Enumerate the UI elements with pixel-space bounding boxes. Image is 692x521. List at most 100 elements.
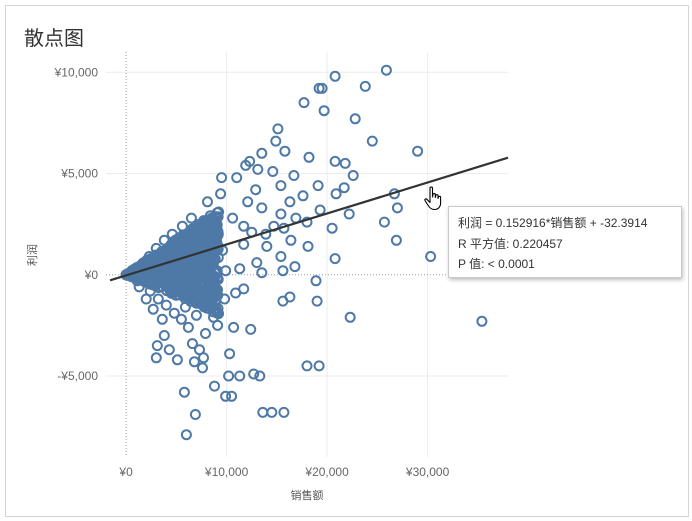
data-point (181, 230, 193, 242)
data-point (185, 291, 197, 303)
data-point (256, 267, 268, 279)
data-point (252, 163, 264, 175)
data-point (275, 180, 287, 192)
data-point (224, 348, 236, 360)
data-point (209, 285, 221, 297)
x-tick-label: ¥0 (118, 465, 133, 479)
data-point (188, 356, 200, 368)
data-point (318, 105, 330, 117)
data-point (285, 234, 297, 246)
data-point (220, 265, 232, 277)
data-point (197, 362, 208, 374)
data-point (228, 321, 240, 333)
data-point (190, 309, 202, 321)
data-point (194, 220, 205, 232)
data-point (329, 253, 341, 265)
data-point (277, 295, 289, 307)
data-point (254, 370, 266, 382)
data-point (301, 360, 313, 372)
data-point (329, 155, 341, 167)
y-tick-label: ¥0 (84, 268, 99, 282)
data-point (312, 180, 324, 192)
data-point (256, 202, 268, 214)
data-point (338, 182, 350, 194)
data-point (171, 354, 183, 366)
data-point (223, 370, 235, 382)
data-point (143, 251, 155, 262)
data-point (412, 145, 424, 157)
data-point (256, 147, 268, 159)
data-point (198, 352, 209, 364)
data-point (310, 275, 322, 287)
trend-line[interactable] (109, 156, 509, 282)
data-point (220, 390, 232, 402)
grid-lines (106, 52, 508, 457)
chart-title: 散点图 (24, 26, 84, 50)
data-point (267, 166, 279, 177)
data-point (288, 170, 300, 181)
data-point (183, 263, 195, 275)
data-point (234, 263, 246, 275)
tooltip-equation: 利润 = 0.152916*销售额 + -32.3914 (458, 216, 648, 230)
data-point (213, 206, 225, 218)
data-point (175, 313, 187, 325)
data-point (297, 190, 309, 202)
x-tick-label: ¥30,000 (405, 465, 450, 479)
data-point (298, 97, 310, 109)
data-point (272, 123, 284, 135)
y-tick-label: -¥5,000 (57, 369, 98, 383)
data-point (311, 295, 323, 307)
data-point (170, 284, 182, 296)
data-point (150, 352, 162, 364)
data-point (343, 208, 355, 220)
data-point (135, 265, 147, 277)
data-point (378, 216, 390, 228)
data-point (238, 220, 250, 232)
data-point (245, 323, 257, 335)
data-point (182, 321, 194, 333)
data-point (234, 370, 246, 382)
data-point (251, 257, 263, 269)
data-point (316, 82, 328, 94)
data-point (289, 261, 301, 273)
data-point (176, 220, 188, 232)
data-point (366, 135, 378, 147)
data-point (212, 319, 224, 331)
data-point (189, 409, 201, 420)
data-point (195, 279, 206, 291)
data-point (147, 303, 159, 315)
data-point (275, 251, 287, 262)
data-point (185, 212, 197, 224)
data-point (168, 277, 180, 289)
data-point (162, 275, 174, 287)
data-point (391, 202, 403, 214)
data-point (152, 293, 164, 305)
hand-pointer-icon (424, 186, 442, 211)
data-point (158, 234, 170, 246)
data-point (359, 80, 371, 92)
data-point (186, 338, 198, 350)
data-point (339, 157, 351, 169)
data-point (199, 269, 211, 281)
data-point (180, 429, 192, 441)
tooltip-r-squared: R 平方值: 0.220457 (458, 236, 563, 251)
data-point (476, 315, 488, 327)
data-point (209, 227, 221, 239)
data-point (330, 188, 342, 200)
data-point (425, 251, 437, 262)
data-point (248, 368, 260, 380)
data-point (326, 222, 338, 234)
data-point (194, 268, 206, 280)
data-point (278, 406, 290, 418)
data-point (131, 275, 143, 287)
data-point (347, 170, 359, 181)
data-point (329, 70, 341, 82)
data-point (188, 276, 200, 288)
data-point (199, 232, 211, 244)
data-point (142, 257, 154, 269)
data-points[interactable] (120, 64, 488, 441)
y-tick-label: ¥10,000 (54, 65, 99, 79)
data-point (201, 238, 213, 250)
data-point (156, 313, 168, 325)
